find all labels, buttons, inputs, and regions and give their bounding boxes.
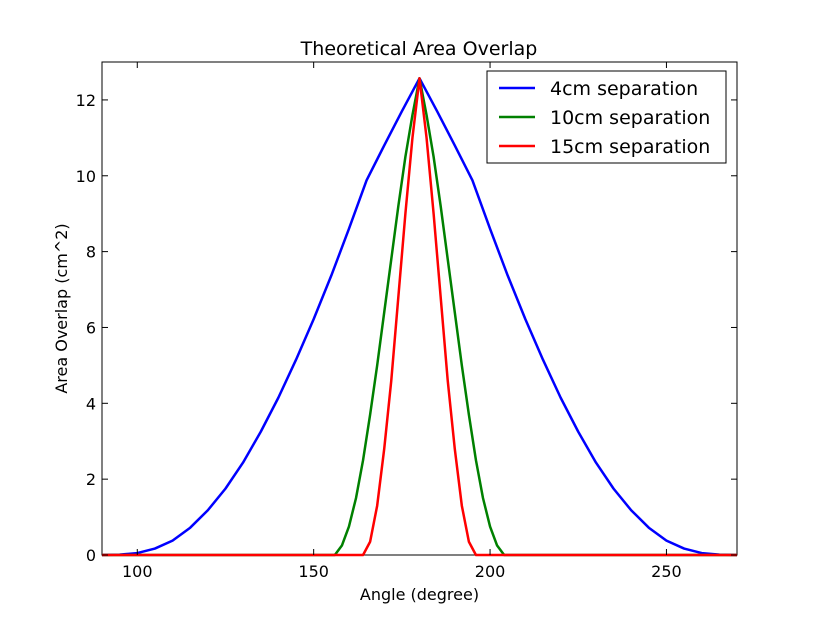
- x-tick-label: 250: [651, 562, 682, 581]
- y-tick-label: 8: [86, 243, 96, 262]
- y-tick-label: 0: [86, 546, 96, 565]
- y-tick-label: 10: [76, 167, 96, 186]
- legend-label-2: 15cm separation: [550, 136, 710, 158]
- legend-label-0: 4cm separation: [550, 78, 698, 100]
- chart-title: Theoretical Area Overlap: [300, 38, 538, 60]
- legend-label-1: 10cm separation: [550, 107, 710, 129]
- y-tick-label: 4: [86, 394, 96, 413]
- tick-layer: 100 150 200 250 0 2 4 6 8 10 12: [76, 62, 737, 581]
- x-tick-label: 100: [122, 562, 153, 581]
- x-axis-label: Angle (degree): [360, 585, 479, 604]
- x-tick-label: 200: [475, 562, 506, 581]
- y-tick-label: 6: [86, 318, 96, 337]
- legend: 4cm separation 10cm separation 15cm separa…: [486, 70, 727, 164]
- y-axis-label: Area Overlap (cm^2): [52, 223, 71, 393]
- x-tick-label: 150: [298, 562, 329, 581]
- legend-box: [486, 70, 727, 164]
- series-line-2: [102, 77, 737, 557]
- series-layer: [101, 77, 738, 557]
- y-tick-label: 12: [76, 91, 96, 110]
- y-tick-label: 2: [86, 470, 96, 489]
